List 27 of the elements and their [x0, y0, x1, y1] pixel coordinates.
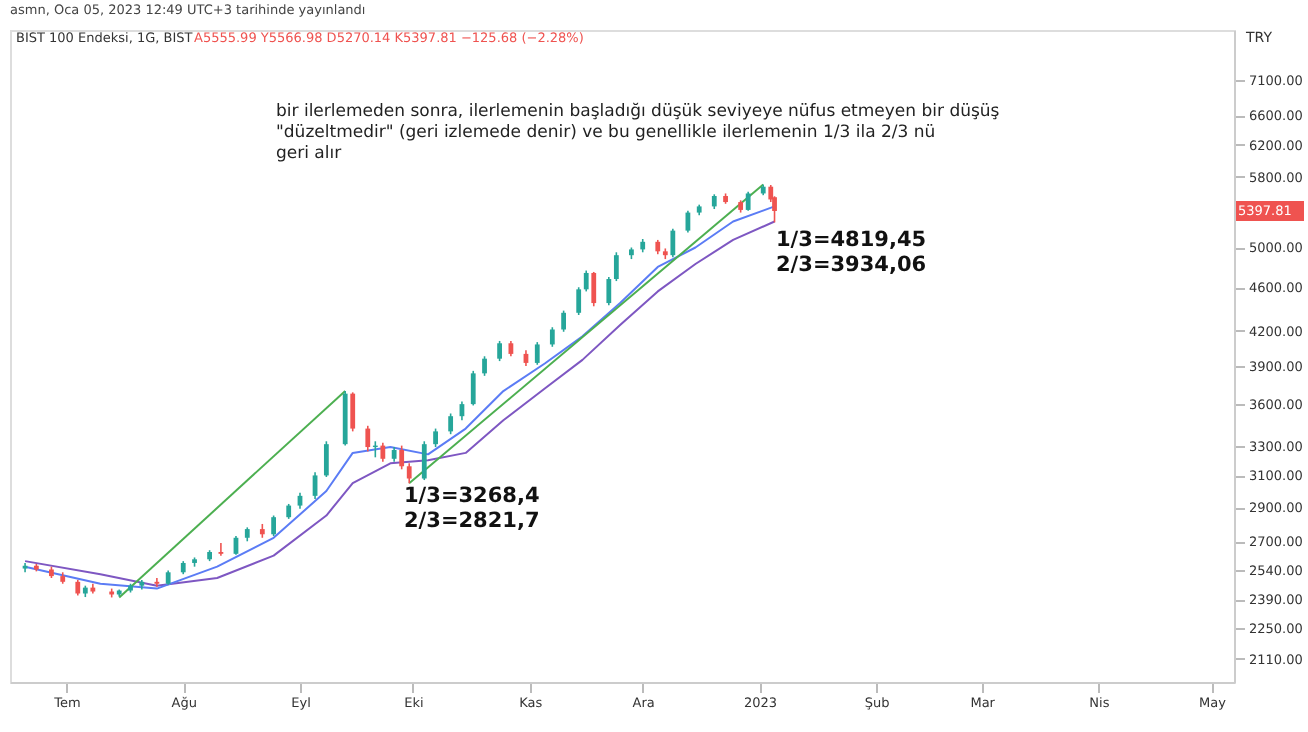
candlestick — [561, 309, 567, 333]
candlestick — [380, 441, 386, 463]
candlestick — [323, 440, 329, 478]
candlestick — [534, 341, 540, 366]
candlestick — [350, 391, 356, 433]
candlestick — [482, 355, 487, 377]
candlestick — [470, 370, 476, 407]
candlestick — [591, 271, 597, 308]
candlestick — [583, 269, 589, 293]
candlestick — [448, 412, 454, 435]
candlestick — [365, 425, 371, 453]
candlestick — [606, 276, 612, 306]
candlestick — [421, 440, 427, 481]
candlestick — [576, 286, 582, 316]
candlestick — [549, 326, 555, 348]
candlestick — [670, 227, 676, 258]
candlestick — [433, 427, 438, 448]
candlestick — [613, 251, 619, 282]
annotation: 1/3=3268,4 2/3=2821,7 — [404, 484, 540, 533]
candlestick — [154, 577, 160, 588]
candlestick — [399, 444, 405, 471]
candlestick — [406, 462, 412, 485]
candlestick — [745, 190, 751, 212]
candlestick — [497, 340, 502, 362]
annotation: bir ilerlemeden sonra, ilerlemenin başladığı düşük seviyeye nüfus etmeyen bir düşüş "düzeltmedir" (geri izlemede denir) ve bu genellikle ilerlemenin 1/3 ila 2/3 nü geri alır — [276, 102, 1001, 164]
annotation: 1/3=4819,45 2/3=3934,06 — [776, 228, 927, 277]
candlestick — [271, 514, 277, 537]
